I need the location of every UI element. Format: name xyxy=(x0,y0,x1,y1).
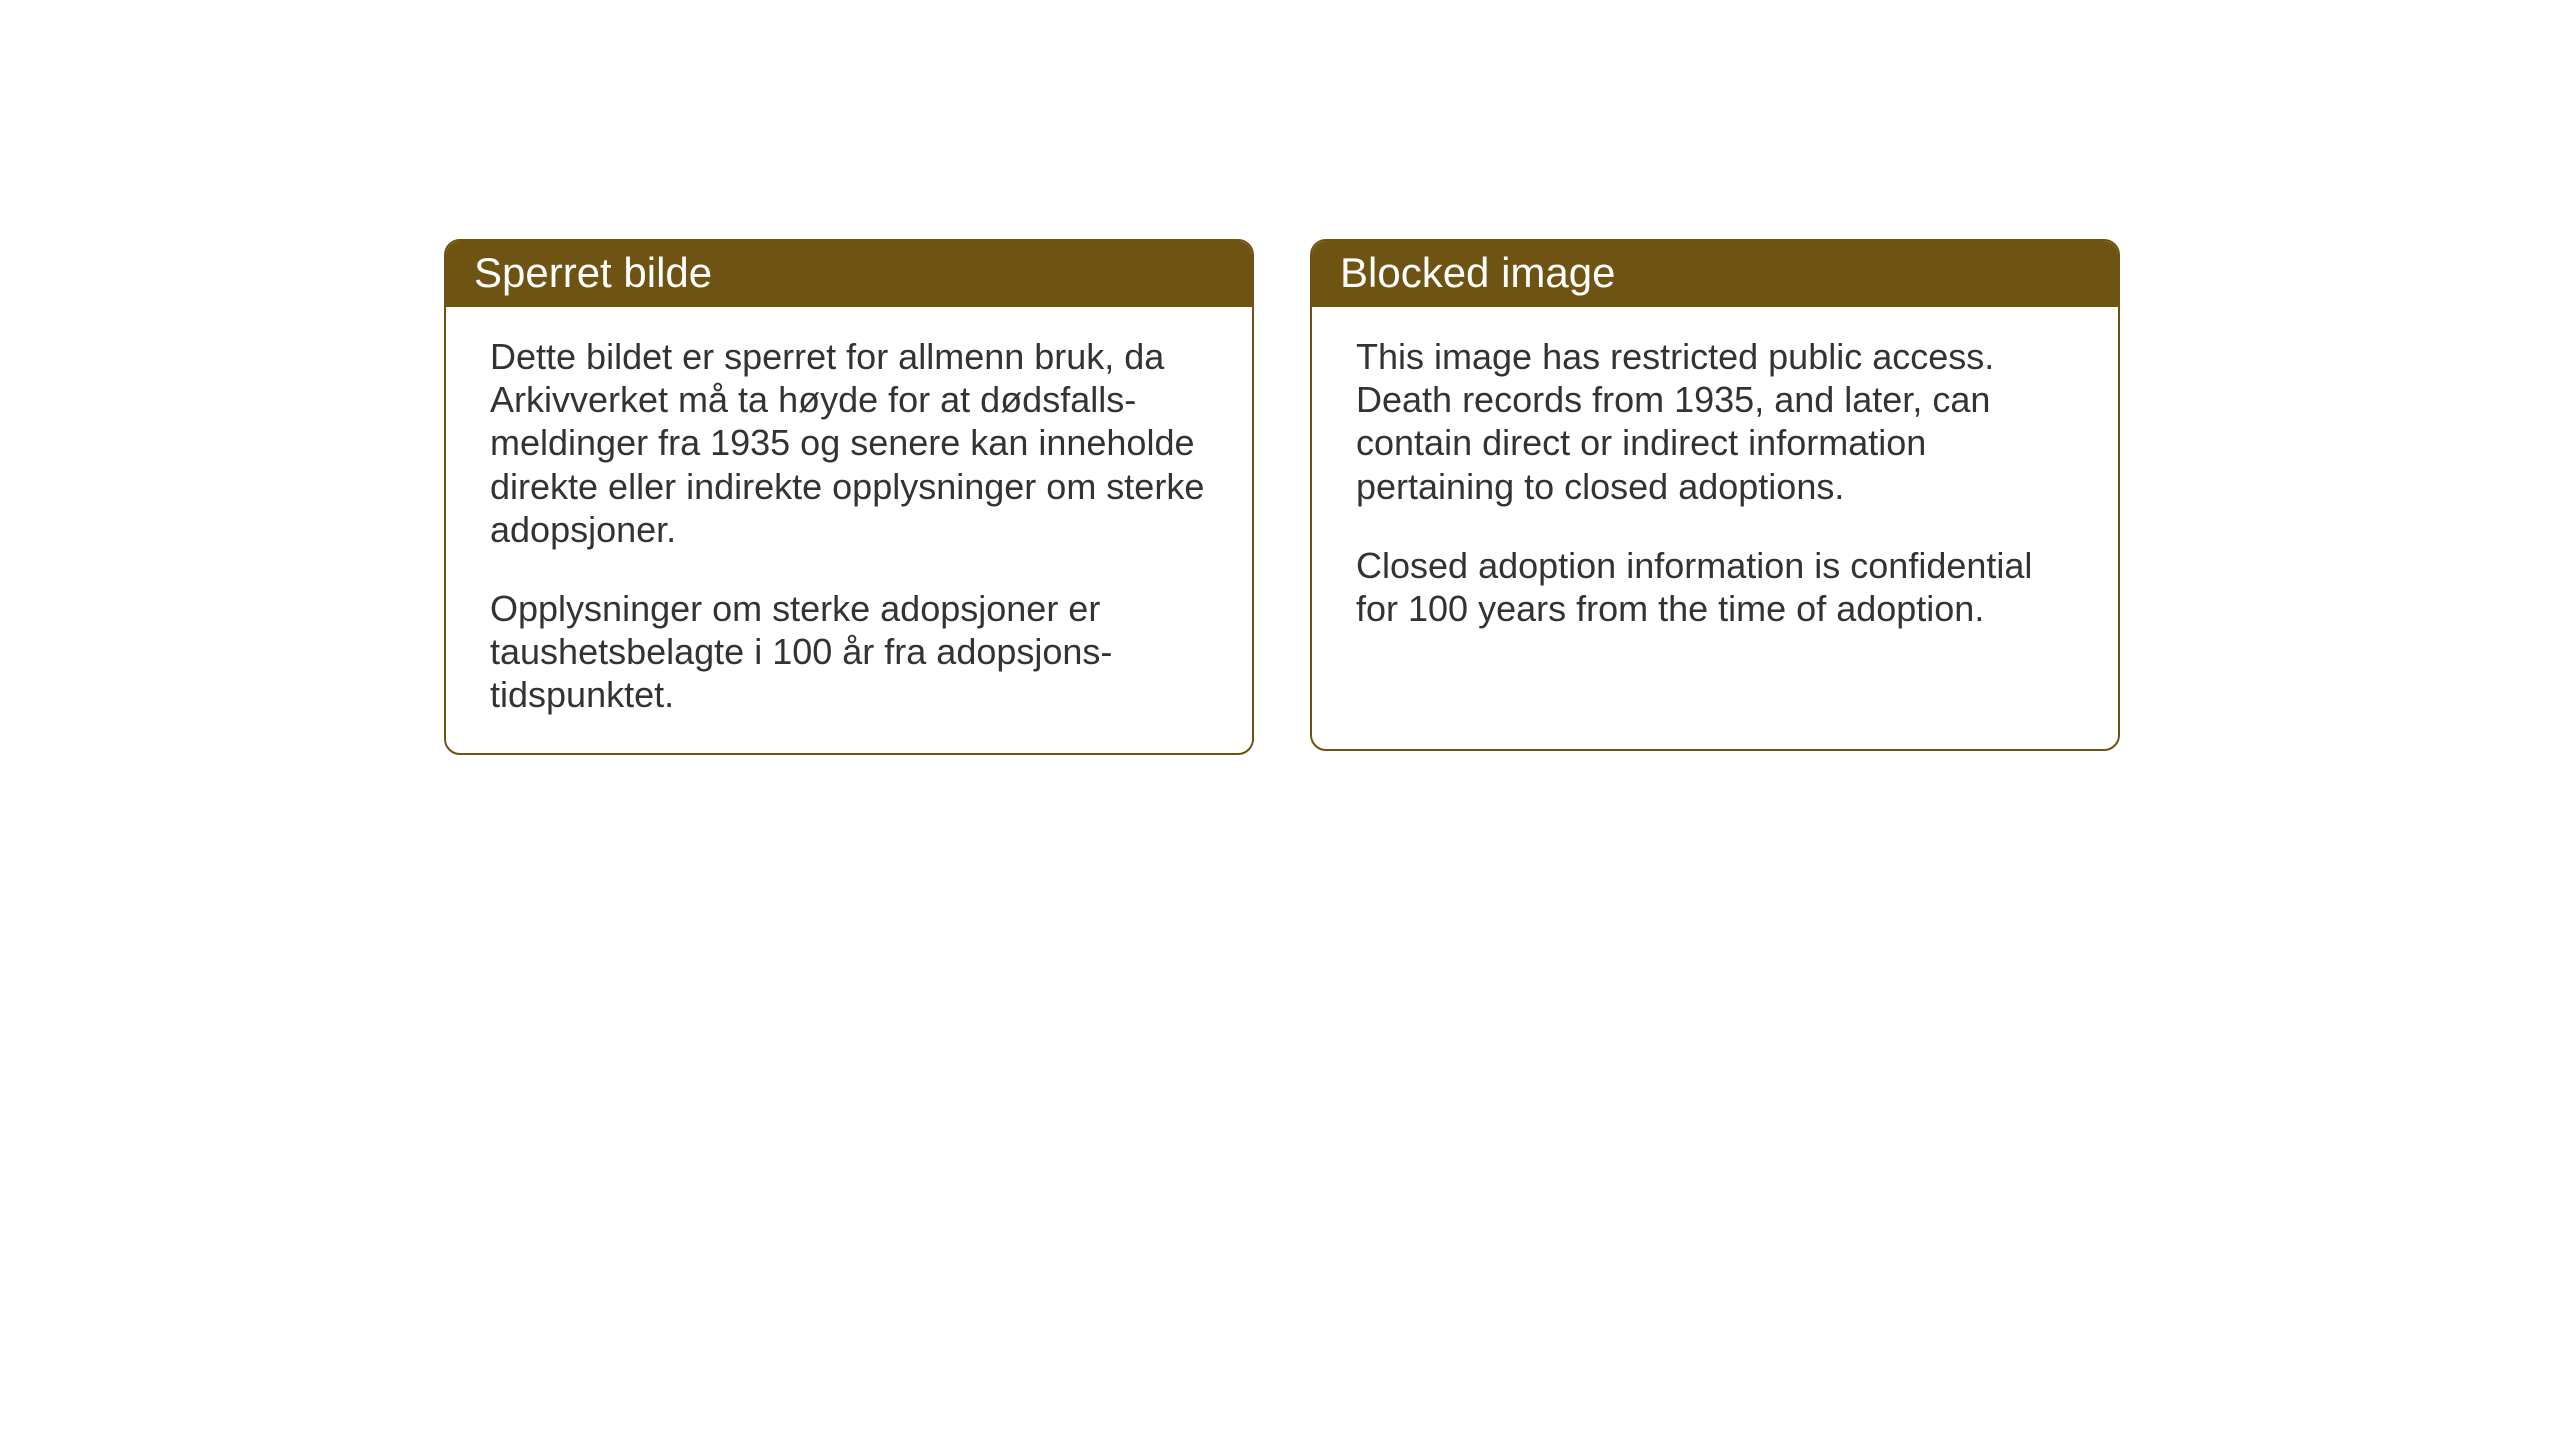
notice-card-norwegian: Sperret bilde Dette bildet er sperret fo… xyxy=(444,239,1254,755)
card-paragraph-norwegian-2: Opplysninger om sterke adopsjoner er tau… xyxy=(490,587,1208,717)
card-paragraph-english-2: Closed adoption information is confident… xyxy=(1356,544,2074,630)
card-paragraph-english-1: This image has restricted public access.… xyxy=(1356,335,2074,508)
notice-card-english: Blocked image This image has restricted … xyxy=(1310,239,2120,751)
card-header-english: Blocked image xyxy=(1312,241,2118,307)
card-body-norwegian: Dette bildet er sperret for allmenn bruk… xyxy=(446,307,1252,753)
card-header-norwegian: Sperret bilde xyxy=(446,241,1252,307)
notice-container: Sperret bilde Dette bildet er sperret fo… xyxy=(444,239,2120,755)
card-body-english: This image has restricted public access.… xyxy=(1312,307,2118,666)
card-paragraph-norwegian-1: Dette bildet er sperret for allmenn bruk… xyxy=(490,335,1208,551)
